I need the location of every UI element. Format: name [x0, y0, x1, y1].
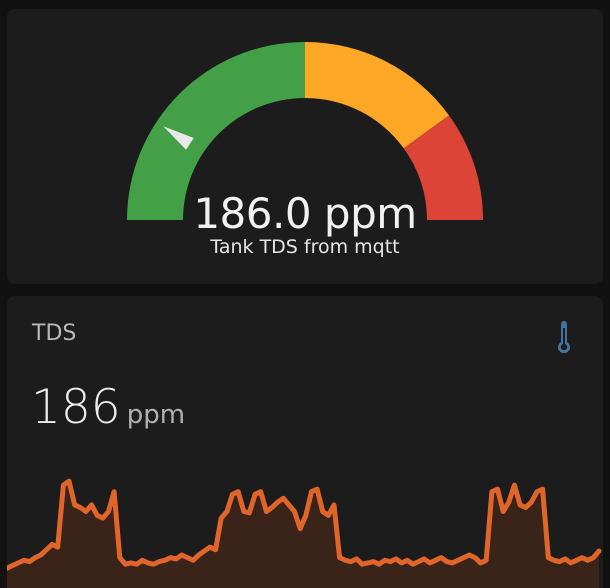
- history-sparkline: [7, 478, 602, 588]
- gauge-label: Tank TDS from mqtt: [210, 236, 400, 258]
- gauge-segment-2: [305, 42, 450, 149]
- sensor-card[interactable]: TDS 186 ppm: [7, 296, 603, 588]
- gauge-dial: [127, 42, 483, 220]
- gauge-segment-1: [127, 42, 305, 220]
- sensor-title: TDS: [32, 321, 77, 346]
- sensor-unit: ppm: [126, 400, 186, 430]
- gauge-value: 186.0 ppm: [193, 189, 417, 238]
- gauge-card[interactable]: 186.0 ppm Tank TDS from mqtt: [7, 9, 603, 284]
- thermometer-icon: [558, 321, 570, 354]
- sparkline-area: [7, 481, 599, 588]
- sensor-state: 186: [31, 380, 121, 435]
- gauge-needle: [163, 126, 194, 150]
- gauge-segment-3: [403, 115, 483, 220]
- sparkline-line: [7, 478, 602, 571]
- sensor-value-row: 186 ppm: [31, 380, 185, 436]
